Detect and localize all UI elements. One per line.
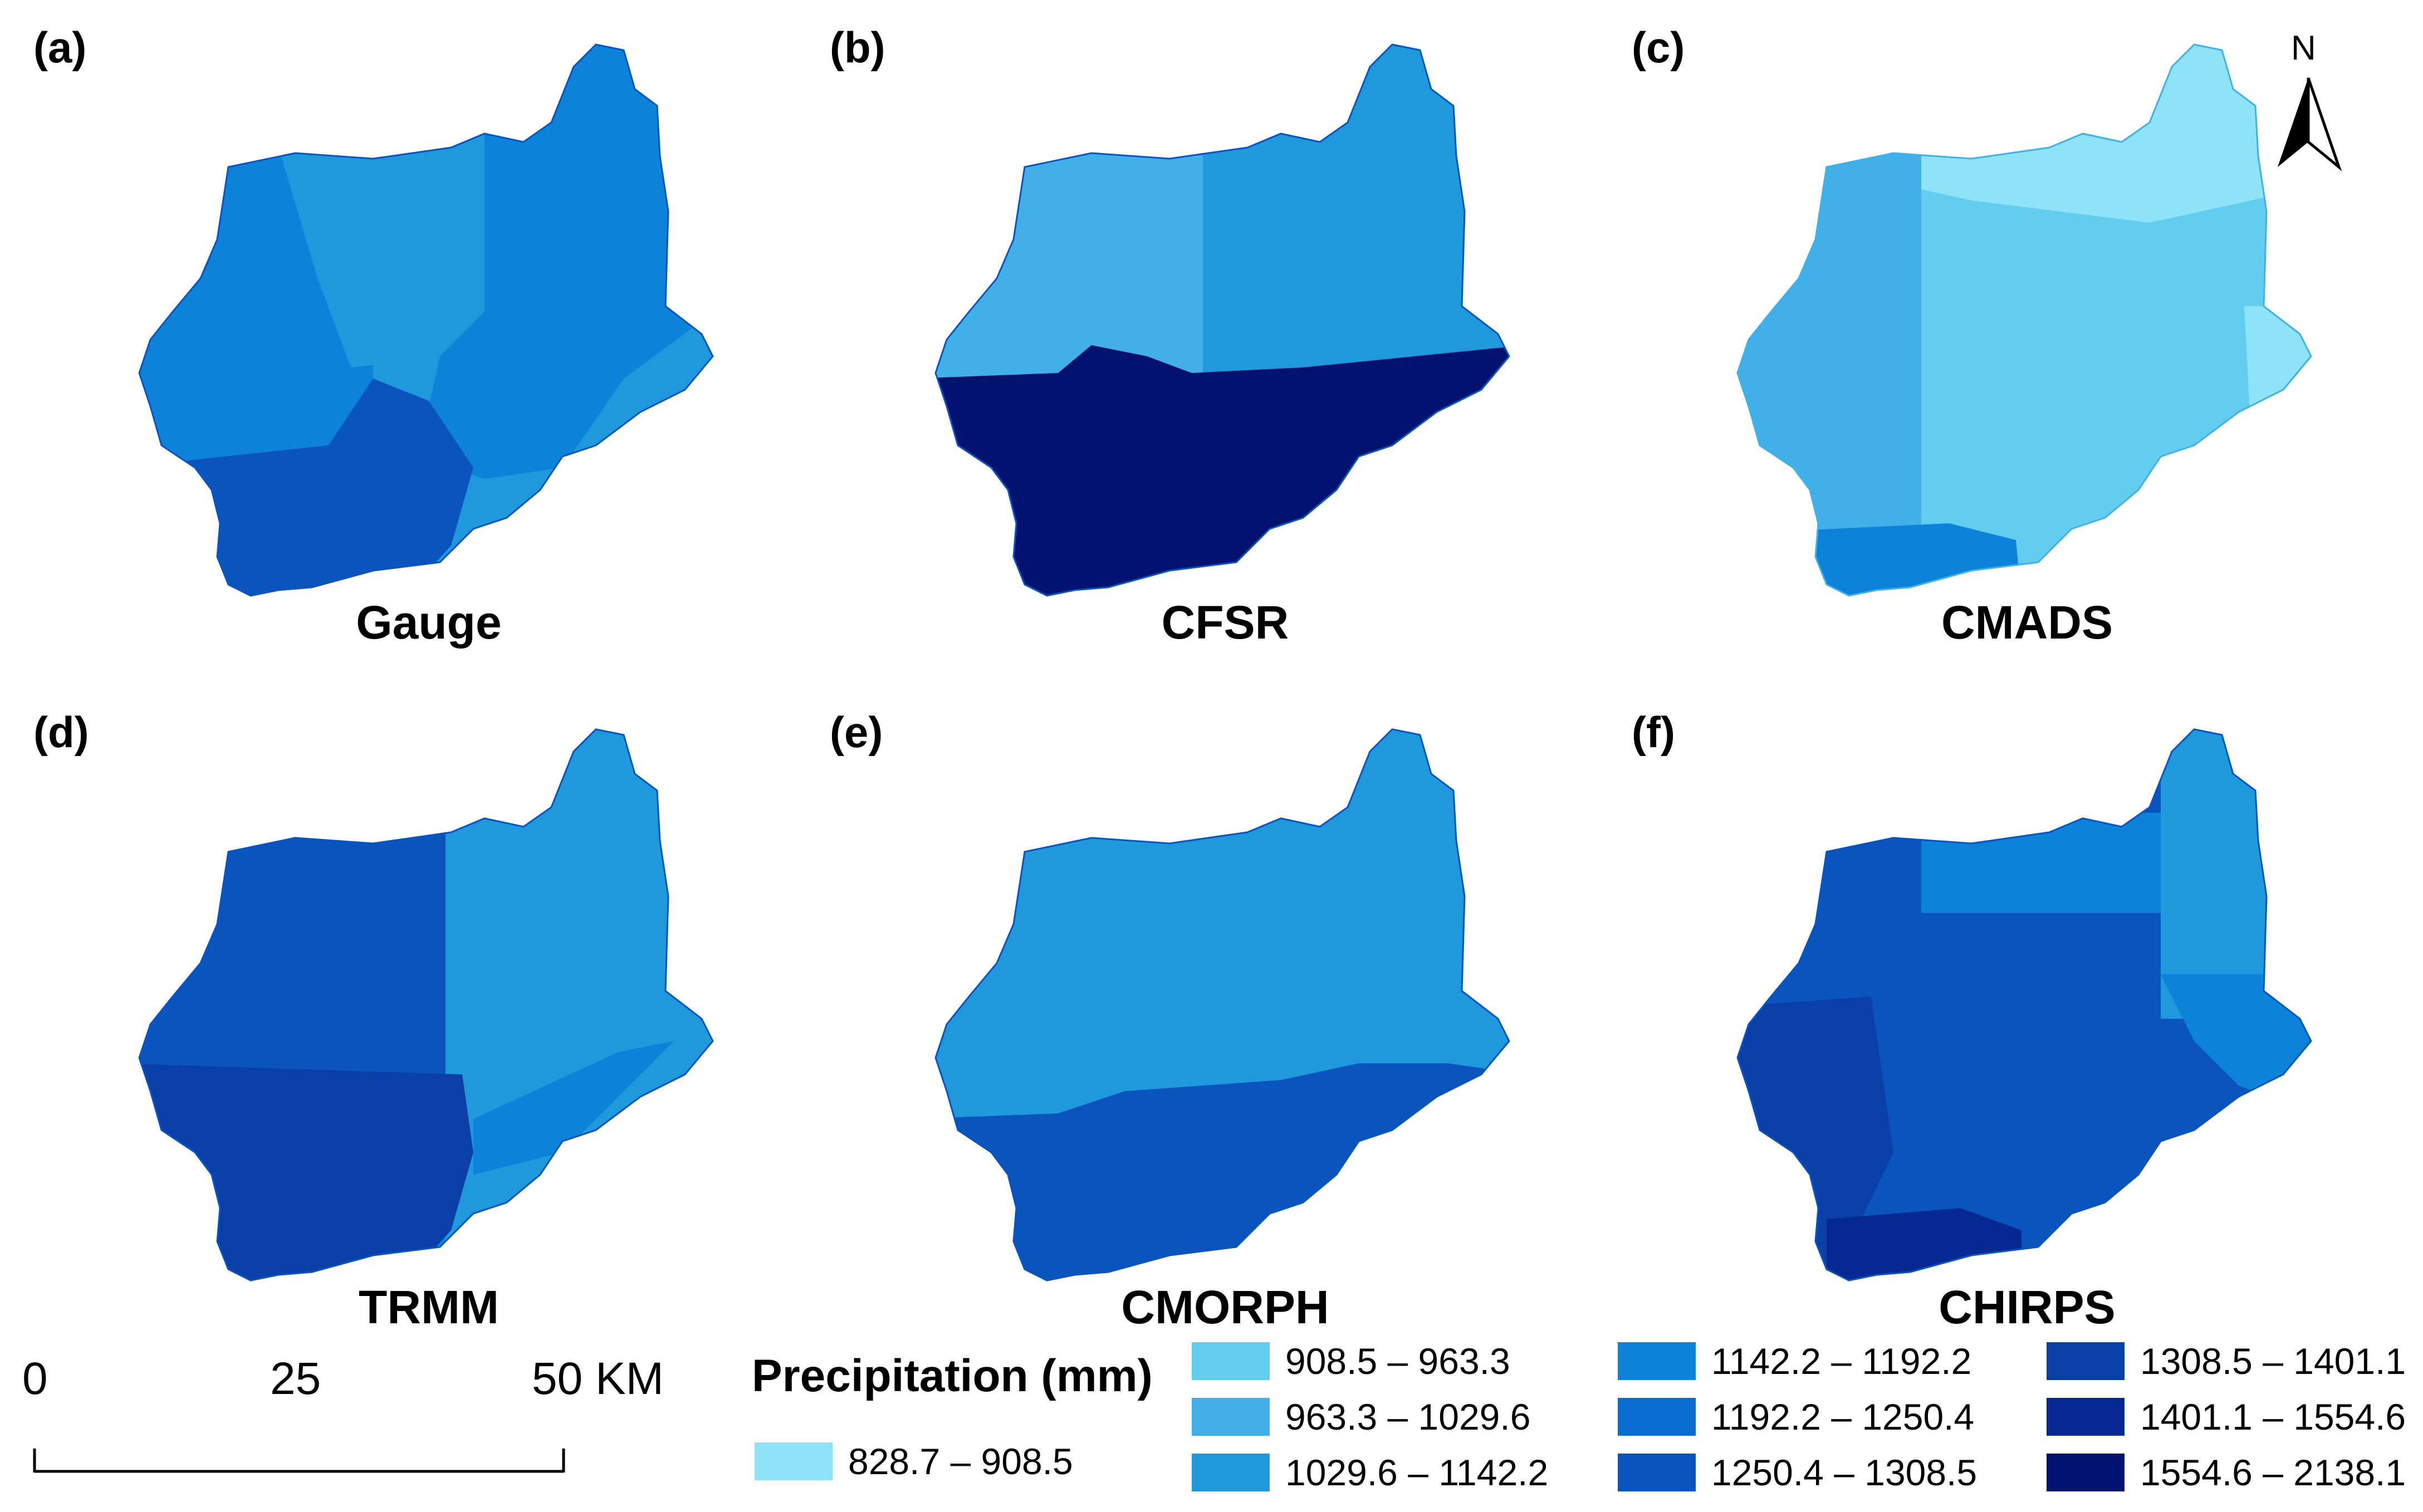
- north-label: N: [2291, 29, 2316, 67]
- panel-cfsr: (b) CFSR: [830, 22, 1621, 701]
- zone-northwest: [936, 128, 1203, 384]
- legend-label: 1401.1 – 1554.6: [2140, 1396, 2406, 1437]
- panel-tag: (c): [1632, 23, 1685, 72]
- panel-title: CMORPH: [1121, 1281, 1329, 1333]
- zone-east-strip: [473, 1041, 674, 1175]
- panel-title: TRMM: [359, 1281, 499, 1333]
- legend-swatch: [755, 1442, 833, 1480]
- panel-tag: (a): [33, 23, 87, 72]
- panel-trmm: (d) TRMM: [33, 707, 824, 1386]
- panel-cmads: (c) CMADS: [1632, 22, 2422, 701]
- legend-label: 1250.4 – 1308.5: [1711, 1452, 1977, 1493]
- legend-label: 1554.6 – 2138.1: [2140, 1452, 2406, 1493]
- scale-label-0: 0: [22, 1353, 48, 1404]
- panel-chirps: (f) CHIRPS: [1632, 707, 2422, 1386]
- panel-title: CHIRPS: [1939, 1281, 2116, 1333]
- legend-swatch: [2047, 1342, 2125, 1380]
- scale-label-50km: 50 KM: [532, 1353, 664, 1404]
- legend-label: 1029.6 – 1142.2: [1285, 1452, 1549, 1493]
- legend-title: Precipitation (mm): [752, 1351, 1153, 1401]
- panel-title: CFSR: [1161, 596, 1289, 649]
- zone-west: [1737, 128, 1921, 546]
- zone-center-north: [273, 128, 496, 367]
- legend-label: 828.7 – 908.5: [848, 1441, 1073, 1482]
- panel-tag: (b): [830, 23, 885, 72]
- map-cmads: [1736, 43, 2312, 597]
- map-cfsr: [934, 43, 1510, 597]
- legend-label: 1308.5 – 1401.1: [2140, 1341, 2406, 1382]
- panel-tag: (d): [33, 708, 89, 757]
- scale-label-25: 25: [270, 1353, 321, 1404]
- zone-west: [139, 813, 446, 1086]
- legend-swatch: [2047, 1454, 2125, 1491]
- zone-top: [562, 729, 652, 796]
- scale-bar: 0 25 50 KM: [22, 1353, 713, 1498]
- scale-bar-line: [33, 1449, 565, 1473]
- zone-northeast: [418, 45, 713, 479]
- map-cmorph: [934, 728, 1510, 1282]
- panel-gauge: (a) Gauge: [33, 22, 824, 701]
- panel-tag: (f): [1632, 708, 1675, 757]
- legend-label: 908.5 – 963.3: [1285, 1341, 1510, 1382]
- panel-title: CMADS: [1941, 596, 2113, 649]
- zone-south: [139, 1063, 473, 1280]
- legend-swatch: [1192, 1342, 1270, 1380]
- legend-label: 1142.2 – 1192.2: [1711, 1341, 1972, 1382]
- panel-cmorph: (e) CMORPH: [830, 707, 1621, 1386]
- panel-title: Gauge: [356, 596, 502, 649]
- legend-swatch: [1192, 1454, 1270, 1491]
- legend-label: 963.3 – 1029.6: [1285, 1396, 1531, 1437]
- legend-swatch: [1618, 1454, 1696, 1491]
- north-arrow: N: [2267, 29, 2350, 175]
- zone-south: [936, 345, 1509, 596]
- map-chirps: [1736, 728, 2312, 1282]
- map-gauge: [138, 43, 714, 597]
- legend-swatch: [1192, 1398, 1270, 1436]
- legend-swatch: [1618, 1342, 1696, 1380]
- zone-north: [1921, 813, 2161, 913]
- legend-swatch: [2047, 1398, 2125, 1436]
- zone-north-top: [1359, 729, 1448, 802]
- north-arrow-icon: [2278, 77, 2342, 171]
- zone-south: [173, 379, 473, 596]
- zone-south: [1737, 523, 2027, 596]
- map-trmm: [138, 728, 714, 1282]
- panel-tag: (e): [830, 708, 883, 757]
- legend-label: 1192.2 – 1250.4: [1711, 1396, 1975, 1437]
- legend-swatch: [1618, 1398, 1696, 1436]
- zone-northeast: [446, 729, 713, 1280]
